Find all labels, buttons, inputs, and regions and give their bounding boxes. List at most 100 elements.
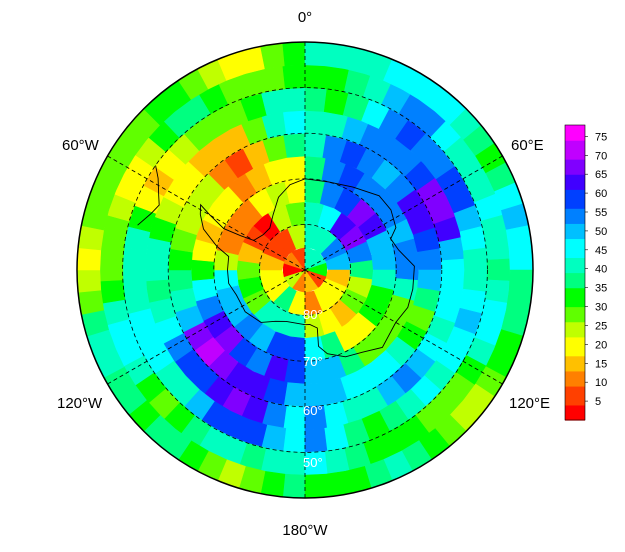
colorbar-swatch xyxy=(565,317,585,323)
colorbar-swatch xyxy=(565,219,585,224)
colorbar-swatch xyxy=(565,177,585,183)
colorbar-swatch xyxy=(565,344,585,349)
colorbar-swatch xyxy=(565,211,585,217)
colorbar-swatch xyxy=(565,208,585,213)
colorbar-swatch xyxy=(565,155,585,160)
colorbar-swatch xyxy=(565,329,585,334)
colorbar-frame xyxy=(564,124,586,421)
colorbar-tick-label: 35 xyxy=(595,283,607,295)
colorbar-swatch xyxy=(565,378,585,383)
colorbar-swatch xyxy=(565,234,585,240)
grid-cell xyxy=(463,269,488,293)
colorbar-swatch xyxy=(565,200,585,206)
grid-cell xyxy=(417,248,443,271)
grid-cell xyxy=(122,247,147,271)
grid-cell xyxy=(167,269,193,292)
lon-label-0: 0° xyxy=(298,9,312,26)
colorbar-swatch xyxy=(565,215,585,221)
colorbar-swatch xyxy=(565,268,585,274)
grid-cell xyxy=(395,259,419,281)
colorbar-swatch xyxy=(565,374,585,379)
colorbar-swatch xyxy=(565,166,585,171)
colorbar: 75 70 65 60 55 50 45 40 35 30 25 20 15 10 5 xyxy=(564,124,607,421)
grid-cell xyxy=(486,258,511,282)
grid-cell xyxy=(304,110,328,135)
grid-cell xyxy=(324,470,350,498)
grid-cell xyxy=(282,87,306,112)
grid-cell xyxy=(282,450,306,476)
grid-cell xyxy=(282,428,306,453)
grid-cell xyxy=(508,247,533,271)
colorbar-swatch xyxy=(565,408,585,414)
colorbar-swatch xyxy=(565,389,585,395)
colorbar-swatch xyxy=(565,272,585,277)
colorbar-swatch xyxy=(565,416,585,421)
meridian-line xyxy=(107,269,306,385)
grid-cell xyxy=(484,236,511,261)
colorbar-swatch xyxy=(565,147,585,153)
colorbar-swatch xyxy=(565,287,585,293)
grid-cell xyxy=(441,258,465,282)
colorbar-swatch xyxy=(565,340,585,345)
grid-cell xyxy=(304,269,319,294)
grid-cell xyxy=(282,405,306,430)
grid-cell xyxy=(99,279,126,304)
colorbar-swatch xyxy=(565,333,585,338)
grid-cell xyxy=(304,64,328,90)
colorbar-swatch xyxy=(565,295,585,300)
lat-label-80: 80° xyxy=(303,307,323,322)
grid-cell xyxy=(260,42,286,70)
grid-cell xyxy=(304,428,328,453)
colorbar-swatch xyxy=(565,291,585,296)
colorbar-swatch xyxy=(565,128,585,134)
colorbar-tick-label: 15 xyxy=(595,358,607,370)
grid-cell xyxy=(304,473,328,498)
colorbar-swatch xyxy=(565,227,585,232)
grid-cell xyxy=(77,289,105,315)
colorbar-tick-label: 25 xyxy=(595,320,607,332)
colorbar-swatch xyxy=(565,143,585,149)
colorbar-swatch xyxy=(565,181,585,187)
grid-cell xyxy=(282,473,306,498)
colorbar-swatch xyxy=(565,336,585,342)
lon-label-120e: 120°E xyxy=(509,395,550,412)
colorbar-swatch xyxy=(565,125,585,130)
colorbar-swatch xyxy=(565,321,585,327)
colorbar-swatch xyxy=(565,404,585,410)
colorbar-swatch xyxy=(565,351,585,357)
grid-cell xyxy=(505,225,533,251)
colorbar-swatch xyxy=(565,393,585,398)
grid-cell xyxy=(283,132,306,158)
latitude-circle xyxy=(122,87,488,453)
grid-cell xyxy=(77,269,102,293)
colorbar-swatch xyxy=(565,253,585,258)
colorbar-swatch xyxy=(565,314,585,319)
colorbar-swatch xyxy=(565,246,585,251)
grid-cell xyxy=(283,155,306,181)
colorbar-swatch xyxy=(565,382,585,387)
colorbar-swatch xyxy=(565,261,585,266)
lon-label-60w: 60°W xyxy=(62,137,100,154)
colorbar-swatch xyxy=(565,325,585,330)
colorbar-tick-label: 50 xyxy=(595,226,607,238)
colorbar-tick-label: 40 xyxy=(595,264,607,276)
grid-cell xyxy=(282,110,306,135)
colorbar-swatch xyxy=(565,136,585,141)
meridian-line xyxy=(304,269,503,385)
colorbar-swatch xyxy=(565,298,585,304)
colorbar-tick-label: 20 xyxy=(595,339,607,351)
colorbar-swatch xyxy=(565,159,585,164)
south-america-outline xyxy=(137,165,160,226)
colorbar-tick-label: 70 xyxy=(595,150,607,162)
colorbar-swatch xyxy=(565,185,585,190)
colorbar-swatch xyxy=(565,196,585,202)
grid-cell xyxy=(304,42,328,67)
grid-cell xyxy=(122,269,147,293)
colorbar-swatch xyxy=(565,132,585,137)
colorbar-tick-label: 60 xyxy=(595,188,607,200)
grid-cell xyxy=(77,247,102,271)
colorbar-swatch xyxy=(565,363,585,368)
data-field xyxy=(77,42,533,498)
lat-label-50: 50° xyxy=(303,455,323,470)
colorbar-tick-label: 30 xyxy=(595,302,607,314)
